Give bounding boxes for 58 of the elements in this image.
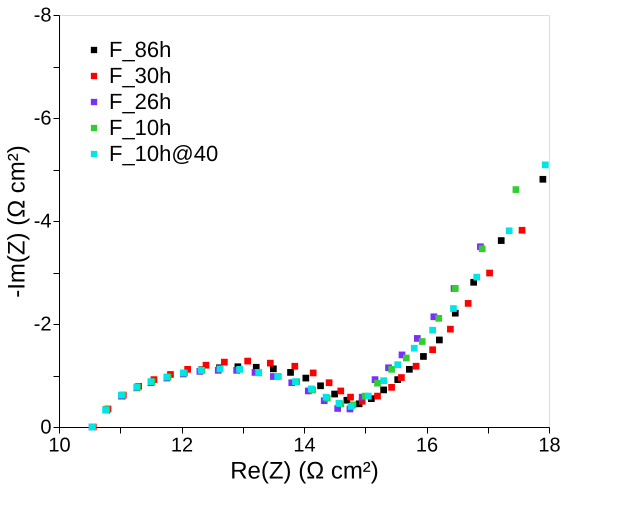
legend-label: F_30h: [109, 63, 172, 88]
point: [374, 392, 381, 400]
point: [420, 353, 427, 360]
point: [310, 370, 317, 376]
point: [337, 388, 344, 394]
y-axis-title: -Im(Z) (Ω cm²): [4, 145, 31, 298]
point: [506, 227, 513, 234]
point: [418, 338, 426, 345]
point: [542, 162, 549, 168]
point: [429, 326, 436, 334]
point: [266, 360, 274, 366]
point: [436, 336, 443, 344]
point: [398, 374, 405, 381]
y-tick-label: -6: [34, 108, 52, 130]
point: [287, 369, 294, 376]
point: [374, 380, 381, 387]
x-tick-label: 12: [170, 434, 194, 456]
point: [498, 237, 505, 244]
point: [429, 346, 436, 354]
point: [202, 362, 210, 369]
point: [473, 274, 480, 280]
point: [518, 226, 526, 234]
y-tick-label: -8: [34, 4, 52, 26]
point: [380, 386, 387, 394]
point: [291, 362, 298, 370]
point: [331, 390, 338, 398]
legend-label: F_10h@40: [109, 141, 218, 166]
point: [388, 384, 395, 391]
point: [410, 344, 418, 352]
point: [540, 176, 546, 183]
point: [302, 374, 310, 382]
point: [406, 366, 413, 373]
x-tick-label: 18: [538, 434, 561, 456]
legend-label: F_26h: [109, 89, 172, 114]
point: [244, 358, 252, 364]
point: [412, 362, 420, 370]
point: [380, 377, 387, 384]
point: [394, 361, 402, 368]
point: [464, 300, 472, 307]
y-tick-label: -2: [34, 314, 52, 336]
x-tick-label: 14: [293, 434, 316, 456]
x-tick-label: 16: [416, 434, 438, 456]
point: [347, 394, 354, 400]
point: [388, 366, 395, 373]
point: [435, 314, 442, 322]
point: [486, 270, 493, 276]
point: [450, 305, 457, 312]
point: [326, 379, 332, 386]
point: [317, 382, 324, 390]
legend-label: F_86h: [109, 37, 172, 62]
point: [402, 354, 410, 362]
x-axis-title: Re(Z) (Ω cm²): [230, 458, 379, 484]
point: [364, 392, 372, 400]
point: [447, 326, 454, 333]
legend-label: F_10h: [109, 115, 172, 140]
point: [512, 186, 520, 193]
y-tick-label: -4: [34, 210, 52, 232]
point: [221, 358, 228, 366]
